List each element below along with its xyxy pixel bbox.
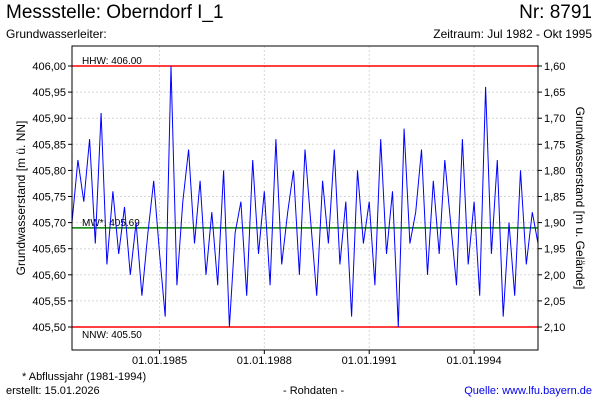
y-tick-label-right: 1,80 [544,165,565,177]
reference-line-label: MW*: 405.69 [82,218,140,229]
created-date: erstellt: 15.01.2026 [6,385,100,397]
reference-line-label: HHW: 406.00 [82,56,142,67]
y-axis-label-left: Grundwasserstand [m ü. NN] [14,121,28,276]
y-tick-label-left: 405,70 [32,218,66,230]
y-tick-label-left: 405,50 [32,322,66,334]
y-tick-label-left: 405,55 [32,296,66,308]
series-line [71,65,539,328]
y-tick-label-right: 2,10 [544,322,565,334]
y-tick-label-left: 405,95 [32,87,66,99]
y-tick-label-right: 1,70 [544,113,565,125]
y-tick-label-right: 2,05 [544,296,565,308]
y-axis-label-right: Grundwasserstand [m u. Gelände] [573,107,587,290]
reference-line-label: NNW: 405.50 [82,330,142,341]
plot-frame [71,45,539,351]
y-tick-label-right: 1,95 [544,244,565,256]
period-label: Zeitraum: Jul 1982 - Okt 1995 [433,27,592,41]
y-tick-label-right: 2,00 [544,270,565,282]
y-tick-label-left: 405,85 [32,139,66,151]
y-tick-label-left: 405,65 [32,244,66,256]
aquifer-label: Grundwasserleiter: [6,27,107,41]
tick-layer: 406,00 1,60 405,95 1,65 405,90 1,70 405,85 1,75… [32,61,565,367]
source-link[interactable]: Quelle: www.lfu.bayern.de [464,385,592,397]
y-tick-label-right: 1,75 [544,139,565,151]
x-tick-label: 01.01.1988 [237,355,292,367]
y-tick-label-right: 1,65 [544,87,565,99]
station-title: Messstelle: Oberndorf I_1 [6,2,224,23]
y-tick-label-right: 1,85 [544,192,565,204]
y-tick-label-left: 405,80 [32,165,66,177]
rawdata-label: - Rohdaten - [283,385,345,397]
y-tick-label-right: 1,60 [544,61,565,73]
y-tick-label-left: 405,90 [32,113,66,125]
y-tick-label-left: 405,75 [32,192,66,204]
reference-lines: HHW: 406.00 MW*: 405.69 NNW: 405.50 [72,56,538,341]
grid-layer [72,46,538,350]
station-number: Nr: 8791 [519,2,592,23]
footnote: * Abflussjahr (1981-1994) [22,371,147,383]
series-layer [71,65,539,328]
x-tick-label: 01.01.1991 [342,355,397,367]
y-tick-label-right: 1,90 [544,218,565,230]
x-tick-label: 01.01.1994 [447,355,502,367]
x-tick-label: 01.01.1985 [132,355,187,367]
y-tick-label-left: 406,00 [32,61,66,73]
y-tick-label-left: 405,60 [32,270,66,282]
